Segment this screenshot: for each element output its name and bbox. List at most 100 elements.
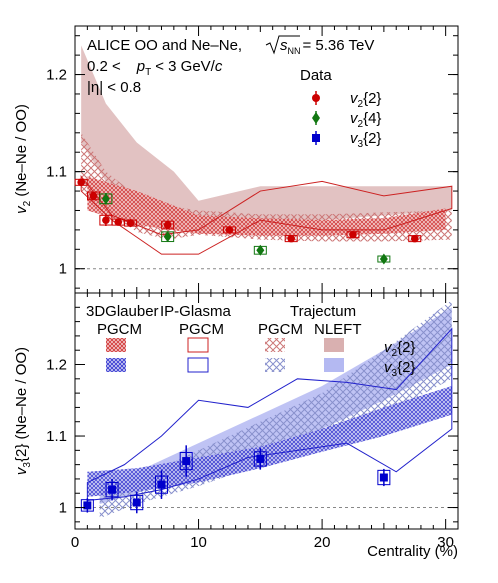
legend-swatch-trajectum-nleft-v2	[324, 338, 344, 352]
top-point-v2-4--1	[161, 231, 175, 243]
legend-swatch-3dglauber-v3	[106, 358, 126, 372]
top-point-v2-4--2	[253, 244, 267, 256]
header-energy: sNN = 5.36 TeV	[265, 35, 374, 56]
bottom-point-v3-2--1	[105, 478, 119, 501]
legend-swatch-3dglauber-v2	[106, 338, 126, 352]
legend-label-sub: 2	[358, 99, 364, 110]
legend-square-marker	[312, 134, 320, 142]
legend-data-label: v3{2}	[350, 130, 381, 150]
top-point-v2-4--3	[377, 253, 391, 265]
legend-row-v2: v2{2}	[384, 339, 415, 359]
diamond-marker	[256, 244, 265, 256]
data-legend: v2{2}v2{4}v3{2}	[312, 90, 381, 150]
circle-marker	[163, 221, 172, 229]
legend-data-label: v2{4}	[350, 110, 381, 130]
diamond-marker	[101, 193, 110, 205]
legend-data-label: v2{2}	[350, 90, 381, 110]
top-model-bands	[80, 45, 453, 255]
legend-circle-marker	[312, 94, 320, 102]
bottom-point-v3-2--2	[130, 491, 144, 514]
top-axes: 1 1.1 1.2	[46, 26, 459, 293]
xtick-label: 10	[190, 534, 207, 551]
bottom-panel-frame	[74, 292, 459, 530]
legend-label-rest: {4}	[363, 110, 381, 127]
top-point-v2-2--6	[222, 226, 236, 234]
square-marker	[83, 501, 92, 510]
top-point-v2-2--7	[284, 234, 298, 243]
circle-marker	[77, 178, 85, 187]
bottom-ytick-label: 1.1	[46, 428, 67, 445]
square-marker	[379, 473, 388, 482]
top-band-trajectum-nleft	[81, 45, 452, 226]
legend-data-title: Data	[300, 67, 332, 84]
x-axis-title: Centrality (%)	[367, 543, 458, 560]
circle-marker	[349, 230, 357, 239]
circle-marker	[225, 226, 234, 234]
bottom-point-v3-2--4	[179, 445, 193, 477]
xtick-label: 0	[71, 534, 79, 551]
legend-data-entry-0: v2{2}	[312, 90, 381, 110]
xtick-label: 30	[437, 534, 454, 551]
legend-variant-3dglauber: PGCM	[97, 321, 142, 338]
bottom-point-v3-2--3	[154, 470, 168, 499]
top-band-3dglauber-pgcm	[87, 176, 446, 236]
xtick-label: 20	[314, 534, 331, 551]
legend-swatch-ipglasma-v3	[187, 357, 209, 373]
circle-marker	[89, 192, 98, 200]
legend-data-entry-2: v3{2}	[312, 130, 381, 150]
top-ytick-label: 1.2	[46, 67, 67, 84]
model-legend: 3DGlauber IP-Glasma Trajectum PGCM PGCM …	[86, 303, 415, 379]
syst-box	[161, 220, 175, 230]
legend-model-3dglauber: 3DGlauber	[86, 303, 159, 320]
legend-variant-trajectum-nleft: NLEFT	[314, 321, 362, 338]
top-point-v2-4--0	[99, 192, 113, 205]
square-marker	[256, 454, 265, 463]
top-point-v2-2--8	[346, 230, 360, 239]
svg-text:sNN= 5.36 TeV: sNN = 5.36 TeV	[280, 37, 374, 56]
top-point-v2-2--5	[161, 220, 175, 230]
square-marker	[108, 485, 117, 494]
legend-model-trajectum: Trajectum	[290, 303, 356, 320]
circle-marker	[410, 234, 419, 243]
top-ytick-label: 1.1	[46, 164, 67, 181]
sqrt-sign	[265, 35, 300, 55]
circle-marker	[114, 218, 123, 226]
square-marker	[132, 498, 141, 507]
legend-swatch-ipglasma-v2	[187, 337, 209, 353]
legend-label-rest: {2}	[363, 90, 381, 107]
top-y-axis-title: v2 (Ne–Ne / OO)	[13, 104, 33, 214]
legend-row-v3: v3{2}	[384, 359, 415, 379]
bottom-axes: 1 1.1 1.2 0 10 20 30	[46, 292, 459, 551]
legend-diamond-marker	[312, 112, 320, 124]
circle-marker	[102, 216, 110, 224]
top-band-ip-glasma-pgcm	[80, 175, 453, 255]
legend-label-base: v	[350, 110, 359, 127]
bottom-data-points	[80, 445, 391, 514]
bottom-band-trajectum-nleft	[99, 307, 452, 504]
bottom-point-v3-2--5	[253, 448, 267, 470]
top-ytick-label: 1	[59, 261, 67, 278]
square-marker	[182, 457, 191, 466]
circle-marker	[126, 219, 135, 227]
bottom-y-axis-title: v3{2} (Ne–Ne / OO)	[13, 347, 33, 475]
legend-swatch-trajectum-pgcm-v2	[265, 338, 285, 352]
bottom-ytick-label: 1.2	[46, 357, 67, 374]
header-pt-range: 0.2 < pT < 3 GeV/c	[87, 58, 223, 78]
top-data-points	[74, 178, 422, 265]
top-point-v2-2--0	[74, 178, 88, 187]
legend-label-sub: 3	[358, 139, 364, 150]
top-point-v2-2--9	[408, 234, 422, 243]
header-eta-cut: |η| < 0.8	[87, 79, 141, 96]
bottom-band-3dglauber-pgcm	[87, 385, 452, 497]
legend-swatch-trajectum-nleft-v3	[324, 358, 344, 372]
diamond-marker	[379, 253, 388, 265]
diamond-marker	[163, 231, 172, 243]
legend-label-sub: 2	[358, 119, 364, 130]
top-point-v2-2--2	[99, 214, 113, 227]
bottom-point-v3-2--6	[377, 468, 391, 487]
legend-data-entry-1: v2{4}	[312, 110, 381, 130]
bottom-ytick-label: 1	[59, 500, 67, 517]
legend-variant-ipglasma: PGCM	[179, 321, 224, 338]
legend-label-base: v	[350, 130, 359, 147]
